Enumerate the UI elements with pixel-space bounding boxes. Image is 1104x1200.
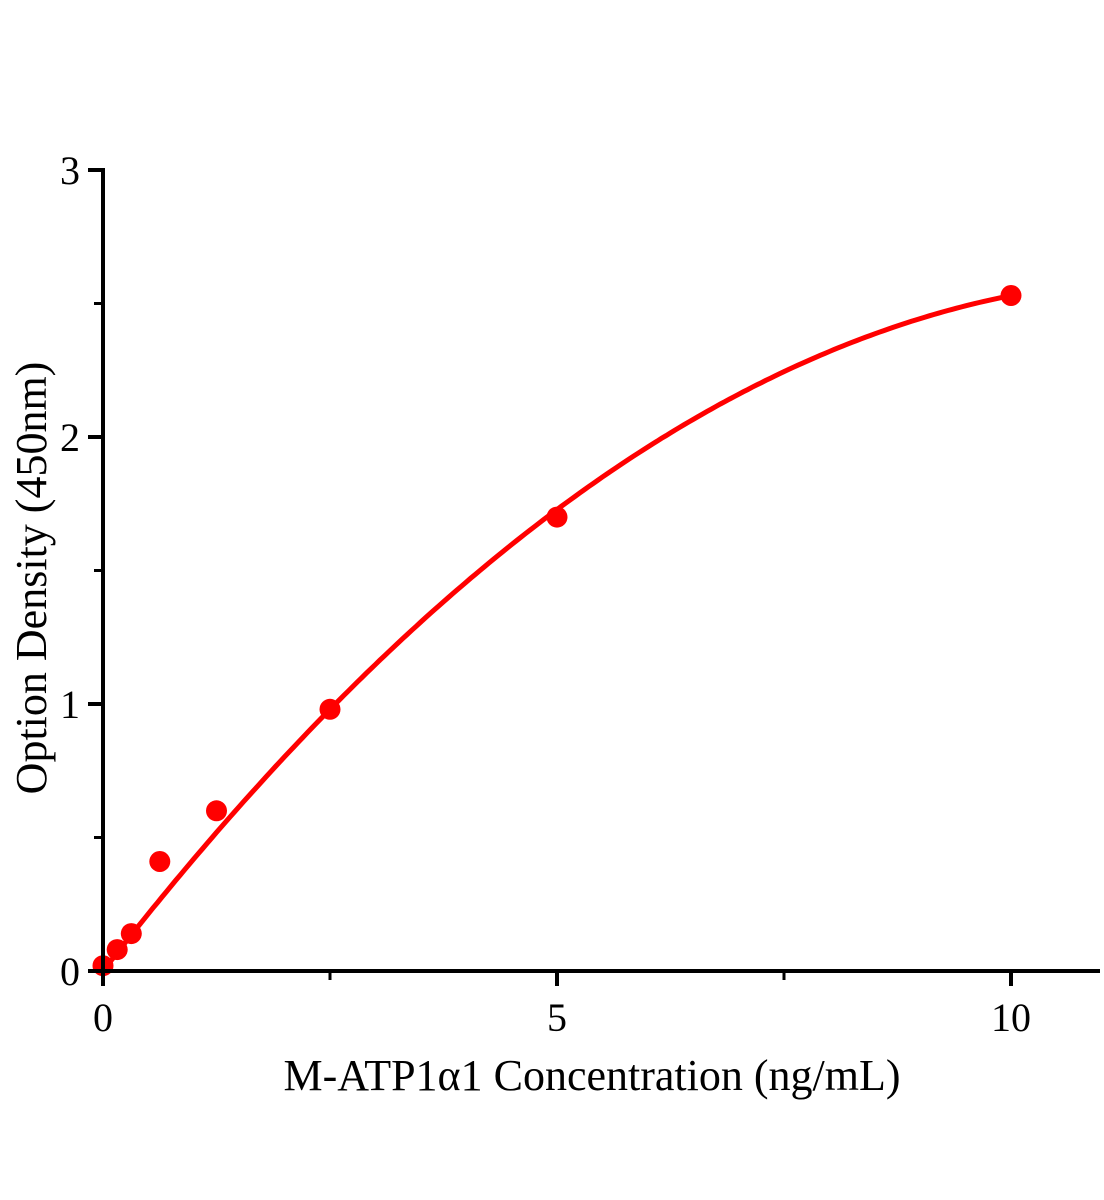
data-point [106,939,128,961]
axes-layer [88,168,1100,986]
fit-curve-layer [100,293,1014,974]
y-tick-label: 2 [60,415,80,460]
data-point [120,923,142,945]
data-point [546,506,568,528]
y-axis-title: Option Density (450nm) [7,362,56,795]
x-tick-label: 5 [547,995,567,1040]
data-point [1000,285,1022,306]
y-tick-label: 3 [60,148,80,193]
data-point [319,698,341,720]
data-point [206,800,227,822]
fit-curve-path [100,293,1014,974]
x-tick-label: 0 [93,995,113,1040]
x-tick-label: 10 [991,995,1031,1040]
data-points-layer [92,285,1022,977]
y-tick-label: 0 [60,949,80,994]
y-tick-label: 1 [60,682,80,727]
data-point [149,851,171,872]
x-axis-title: M-ATP1α1 Concentration (ng/mL) [284,1051,901,1100]
tick-labels-layer: 0 5 10 0 1 2 3 [60,148,1031,1040]
